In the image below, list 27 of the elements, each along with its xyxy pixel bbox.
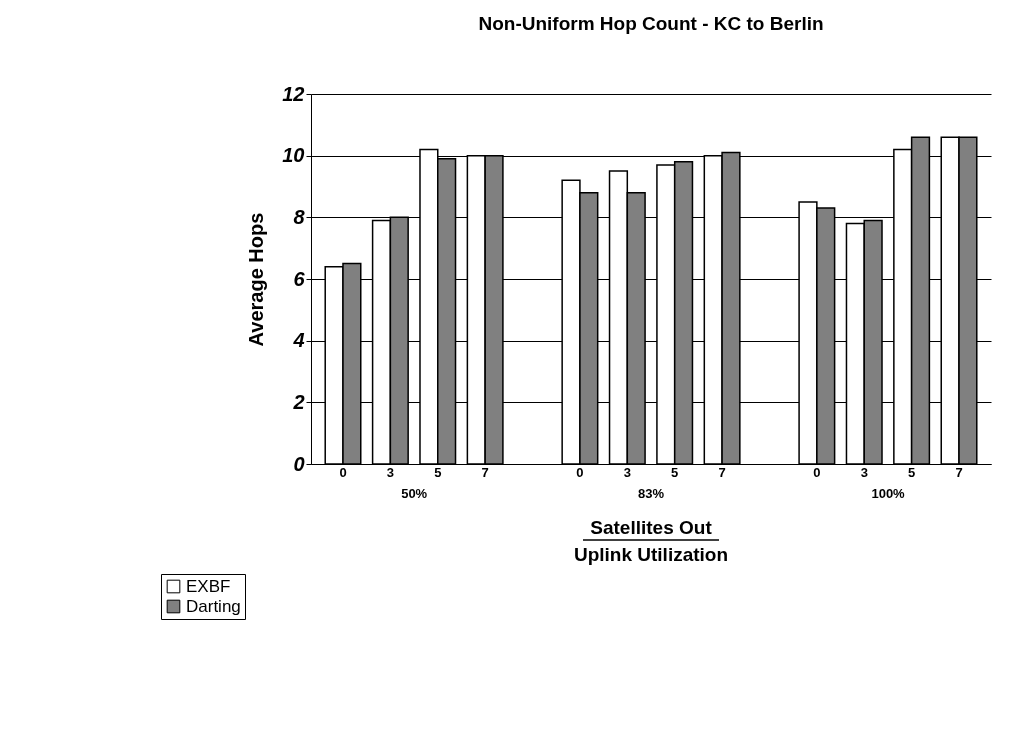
x-tick-label: 5: [671, 464, 679, 480]
y-tick-label: 12: [282, 82, 305, 105]
x-tick-label: 5: [434, 464, 442, 480]
x-tick-label: 7: [481, 464, 489, 480]
x-tick-label: 3: [386, 464, 394, 480]
legend-label: EXBF: [186, 576, 231, 596]
text: 100%: [871, 486, 906, 501]
x-tick-label: 7: [955, 464, 963, 480]
x-tick-label: 7: [718, 464, 726, 480]
text: Uplink Utilization: [573, 544, 729, 565]
legend-label: Darting: [186, 596, 241, 616]
y-axis-title: Average Hops: [245, 212, 268, 347]
x-tick-label: 0: [813, 464, 821, 480]
text: 83%: [638, 486, 665, 501]
x-axis-title: Satellites Out: [590, 517, 713, 538]
y-tick-label: 10: [282, 144, 305, 167]
y-tick-label: 8: [293, 205, 306, 228]
x-tick-label: 3: [623, 464, 631, 480]
chart-title: Non-Uniform Hop Count - KC to Berlin: [478, 13, 824, 34]
y-tick-label: 4: [292, 329, 305, 352]
y-tick-label: 2: [292, 390, 305, 413]
x-tick-label: 5: [908, 464, 916, 480]
y-tick-label: 6: [293, 267, 306, 290]
text: 50%: [401, 486, 428, 501]
x-tick-label: 0: [339, 464, 347, 480]
x-tick-label: 3: [860, 464, 868, 480]
x-tick-label: 0: [576, 464, 584, 480]
